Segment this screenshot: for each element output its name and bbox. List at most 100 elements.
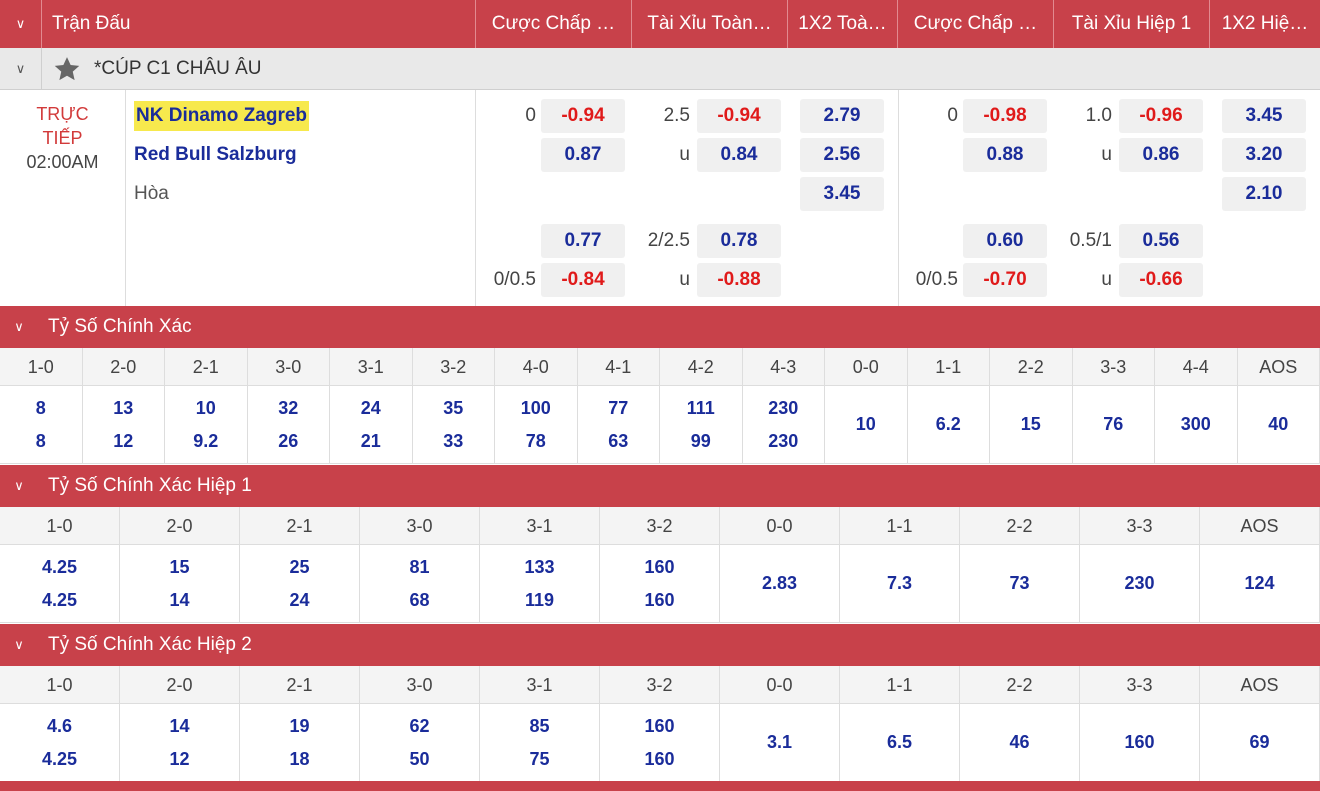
odds-value-home[interactable]: 4.25 (41, 556, 78, 577)
h1-ou2-over-odds[interactable]: 0.56 (1119, 224, 1203, 258)
odds-value-away[interactable]: 8 (35, 430, 46, 451)
odds-value-away[interactable]: 230 (768, 430, 799, 451)
odds-value-home[interactable]: 6.2 (935, 414, 961, 434)
odds-value-away[interactable]: 63 (608, 430, 629, 451)
odds-value-home[interactable]: 46 (1009, 732, 1030, 752)
section-chevron-icon[interactable]: ∨ (14, 637, 24, 652)
odds-value-home[interactable]: 133 (524, 556, 555, 577)
odds-value-home[interactable]: 2.83 (761, 573, 798, 593)
ft-1x2-home-odds[interactable]: 2.79 (800, 99, 884, 133)
home-team[interactable]: NK Dinamo Zagreb (134, 101, 310, 131)
odds-value-home[interactable]: 8 (35, 397, 46, 418)
odds-value-home[interactable]: 13 (113, 397, 134, 418)
odds-value-away[interactable]: 75 (529, 748, 550, 769)
h1-1x2-home-odds[interactable]: 3.45 (1222, 99, 1306, 133)
h1-ou-over-odds[interactable]: -0.96 (1119, 99, 1203, 133)
odds-value-away[interactable]: 99 (690, 430, 711, 451)
odds-value-home[interactable]: 100 (520, 397, 551, 418)
section-header-correct-score-h1[interactable]: ∨ Tỷ Số Chính Xác Hiệp 1 (0, 465, 1320, 507)
odds-value-home[interactable]: 3.1 (766, 732, 793, 752)
ft-handicap2-away-odds[interactable]: -0.84 (541, 263, 625, 297)
score-label: 3-2 (600, 666, 720, 703)
odds-value-home[interactable]: 300 (1180, 414, 1211, 434)
ft-handicap2-home-odds[interactable]: 0.77 (541, 224, 625, 258)
section-chevron-icon[interactable]: ∨ (14, 319, 24, 334)
odds-value-away[interactable]: 26 (278, 430, 299, 451)
ft-handicap-home-odds[interactable]: -0.94 (541, 99, 625, 133)
odds-value-away[interactable]: 12 (169, 748, 190, 769)
section-title: Tỷ Số Chính Xác (48, 316, 192, 337)
odds-value-home[interactable]: 35 (443, 397, 464, 418)
odds-value-away[interactable]: 24 (289, 589, 310, 610)
odds-value-home[interactable]: 10 (855, 414, 876, 434)
odds-value-away[interactable]: 18 (289, 748, 310, 769)
odds-value-home[interactable]: 85 (529, 715, 550, 736)
odds-value-home[interactable]: 40 (1268, 414, 1289, 434)
ft-1x2-away-odds[interactable]: 2.56 (800, 138, 884, 172)
collapse-all-chevron-icon[interactable]: ∨ (0, 0, 42, 48)
score-odds-cell: 14 12 (120, 704, 240, 781)
h1-handicap-home-odds[interactable]: -0.98 (963, 99, 1047, 133)
odds-value-away[interactable]: 160 (644, 589, 675, 610)
odds-value-away[interactable]: 4.25 (41, 748, 78, 769)
odds-value-home[interactable]: 62 (409, 715, 430, 736)
odds-value-home[interactable]: 4.6 (46, 715, 73, 736)
h1-handicap2-home-odds[interactable]: 0.60 (963, 224, 1047, 258)
ft-ou-over-odds[interactable]: -0.94 (697, 99, 781, 133)
odds-value-away[interactable]: 14 (169, 589, 190, 610)
odds-value-home[interactable]: 32 (278, 397, 299, 418)
h1-1x2-draw-odds[interactable]: 2.10 (1222, 177, 1306, 211)
h1-ou2-under-odds[interactable]: -0.66 (1119, 263, 1203, 297)
odds-value-away[interactable]: 33 (443, 430, 464, 451)
odds-value-away[interactable]: 12 (113, 430, 134, 451)
odds-value-away[interactable]: 160 (644, 748, 675, 769)
odds-value-home[interactable]: 24 (360, 397, 381, 418)
odds-value-home[interactable]: 160 (644, 556, 675, 577)
odds-value-home[interactable]: 81 (409, 556, 430, 577)
odds-value-home[interactable]: 69 (1249, 732, 1270, 752)
section-header-correct-score-h2[interactable]: ∨ Tỷ Số Chính Xác Hiệp 2 (0, 624, 1320, 666)
score-label: 3-0 (360, 507, 480, 544)
section-chevron-icon[interactable]: ∨ (14, 478, 24, 493)
odds-value-home[interactable]: 77 (608, 397, 629, 418)
odds-value-away[interactable]: 4.25 (41, 589, 78, 610)
odds-value-home[interactable]: 160 (1124, 732, 1155, 752)
odds-value-home[interactable]: 7.3 (886, 573, 913, 593)
odds-value-away[interactable]: 9.2 (193, 430, 219, 451)
league-chevron-icon[interactable]: ∨ (0, 47, 42, 90)
odds-value-away[interactable]: 50 (409, 748, 430, 769)
odds-value-home[interactable]: 124 (1244, 573, 1275, 593)
odds-value-home[interactable]: 15 (1020, 414, 1041, 434)
score-label: 1-1 (840, 666, 960, 703)
odds-value-home[interactable]: 230 (768, 397, 799, 418)
odds-value-home[interactable]: 14 (169, 715, 190, 736)
league-row[interactable]: ∨ *CÚP C1 CHÂU ÂU (0, 47, 1320, 90)
odds-value-away[interactable]: 78 (525, 430, 546, 451)
h1-handicap2-away-odds[interactable]: -0.70 (963, 263, 1047, 297)
h1-ou-under-odds[interactable]: 0.86 (1119, 138, 1203, 172)
h1-handicap-away-odds[interactable]: 0.88 (963, 138, 1047, 172)
ft-ou2-under-odds[interactable]: -0.88 (697, 263, 781, 297)
odds-value-home[interactable]: 73 (1009, 573, 1030, 593)
odds-value-home[interactable]: 15 (169, 556, 190, 577)
ft-1x2-draw-odds[interactable]: 3.45 (800, 177, 884, 211)
ft-ou-under-odds[interactable]: 0.84 (697, 138, 781, 172)
ft-handicap-away-odds[interactable]: 0.87 (541, 138, 625, 172)
odds-value-away[interactable]: 21 (360, 430, 381, 451)
odds-value-home[interactable]: 111 (686, 397, 715, 418)
section-header-correct-score[interactable]: ∨ Tỷ Số Chính Xác (0, 306, 1320, 348)
favorite-star-icon[interactable] (52, 54, 82, 84)
odds-value-away[interactable]: 68 (409, 589, 430, 610)
odds-value-home[interactable]: 6.5 (886, 732, 913, 752)
away-team[interactable]: Red Bull Salzburg (134, 144, 297, 165)
odds-value-home[interactable]: 25 (289, 556, 310, 577)
odds-value-home[interactable]: 160 (644, 715, 675, 736)
odds-value-home[interactable]: 10 (195, 397, 216, 418)
odds-value-home[interactable]: 230 (1124, 573, 1155, 593)
ft-ou2-over-odds[interactable]: 0.78 (697, 224, 781, 258)
h1-1x2-away-odds[interactable]: 3.20 (1222, 138, 1306, 172)
odds-value-home[interactable]: 19 (289, 715, 310, 736)
next-section-header[interactable] (0, 781, 1320, 791)
odds-value-away[interactable]: 119 (524, 589, 555, 610)
odds-value-home[interactable]: 76 (1103, 414, 1124, 434)
